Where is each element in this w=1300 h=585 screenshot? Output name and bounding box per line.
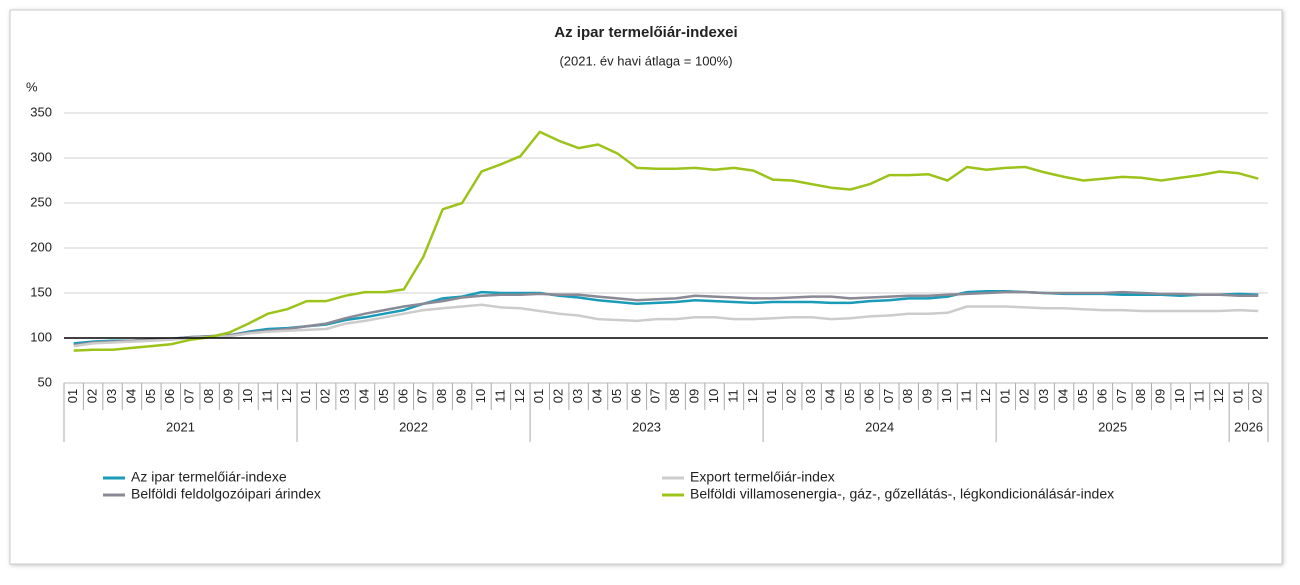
x-tick-label: 03 [570,389,585,403]
card [9,9,1283,565]
x-tick-label: 09 [687,389,702,403]
x-tick-label: 07 [648,389,663,403]
year-label: 2026 [1234,419,1263,434]
x-tick-label: 02 [551,389,566,403]
x-tick-label: 03 [803,389,818,403]
x-tick-label: 10 [939,389,954,403]
x-tick-label: 03 [1036,389,1051,403]
year-label: 2022 [399,419,428,434]
x-tick-label: 06 [162,389,177,403]
x-tick-label: 02 [784,389,799,403]
x-tick-label: 03 [337,389,352,403]
x-tick-label: 04 [1056,389,1071,403]
legend-label: Belföldi feldolgozóipari árindex [131,486,321,502]
x-tick-label: 01 [531,389,546,403]
x-tick-label: 10 [706,389,721,403]
x-tick-label: 10 [473,389,488,403]
legend-label: Belföldi villamosenergia-, gáz-, gőzellá… [690,486,1114,502]
y-tick-label: 50 [38,374,52,389]
x-tick-label: 12 [745,389,760,403]
x-tick-label: 01 [65,389,80,403]
y-unit: % [26,79,38,94]
x-tick-label: 07 [415,389,430,403]
y-tick-label: 350 [30,104,52,119]
x-tick-label: 07 [881,389,896,403]
chart-title: Az ipar termelőiár-indexei [554,24,737,41]
x-tick-label: 09 [221,389,236,403]
x-tick-label: 01 [298,389,313,403]
x-tick-label: 06 [1094,389,1109,403]
x-tick-label: 02 [85,389,100,403]
x-tick-label: 02 [1017,389,1032,403]
x-tick-label: 08 [434,389,449,403]
x-tick-label: 12 [1211,389,1226,403]
x-tick-label: 11 [492,389,507,403]
x-tick-label: 01 [1230,389,1245,403]
x-tick-label: 09 [920,389,935,403]
year-label: 2021 [166,419,195,434]
x-tick-label: 05 [376,389,391,403]
x-tick-label: 10 [240,389,255,403]
year-label: 2023 [632,419,661,434]
series-line [73,130,1259,352]
x-tick-label: 12 [512,389,527,403]
x-tick-label: 02 [1250,389,1265,403]
x-tick-label: 08 [667,389,682,403]
x-tick-label: 09 [1153,389,1168,403]
x-tick-label: 06 [861,389,876,403]
x-tick-label: 05 [842,389,857,403]
legend-label: Az ipar termelőiár-indexe [131,469,287,485]
x-tick-label: 06 [628,389,643,403]
x-tick-label: 07 [182,389,197,403]
x-tick-label: 09 [454,389,469,403]
x-tick-label: 05 [143,389,158,403]
year-label: 2024 [865,419,894,434]
x-tick-label: 08 [201,389,216,403]
y-tick-label: 300 [30,149,52,164]
x-tick-label: 11 [725,389,740,403]
year-label: 2025 [1098,419,1127,434]
x-tick-label: 12 [279,389,294,403]
y-tick-label: 100 [30,329,52,344]
x-tick-label: 01 [764,389,779,403]
x-tick-label: 05 [1075,389,1090,403]
x-tick-label: 04 [589,389,604,403]
x-tick-label: 06 [395,389,410,403]
x-tick-label: 12 [978,389,993,403]
x-tick-label: 11 [958,389,973,403]
y-tick-label: 200 [30,239,52,254]
x-tick-label: 05 [609,389,624,403]
y-tick-label: 250 [30,194,52,209]
x-tick-label: 08 [1133,389,1148,403]
x-tick-label: 04 [123,389,138,403]
x-tick-label: 04 [356,389,371,403]
chart-subtitle: (2021. év havi átlaga = 100%) [559,53,732,68]
x-tick-label: 04 [823,389,838,403]
x-tick-label: 02 [318,389,333,403]
x-tick-label: 10 [1172,389,1187,403]
x-tick-label: 11 [1191,389,1206,403]
y-tick-label: 150 [30,284,52,299]
x-tick-label: 07 [1114,389,1129,403]
x-tick-label: 11 [259,389,274,403]
series-line [73,303,1259,348]
x-tick-label: 03 [104,389,119,403]
x-tick-label: 08 [900,389,915,403]
x-tick-label: 01 [997,389,1012,403]
legend-label: Export termelőiár-index [690,469,835,485]
